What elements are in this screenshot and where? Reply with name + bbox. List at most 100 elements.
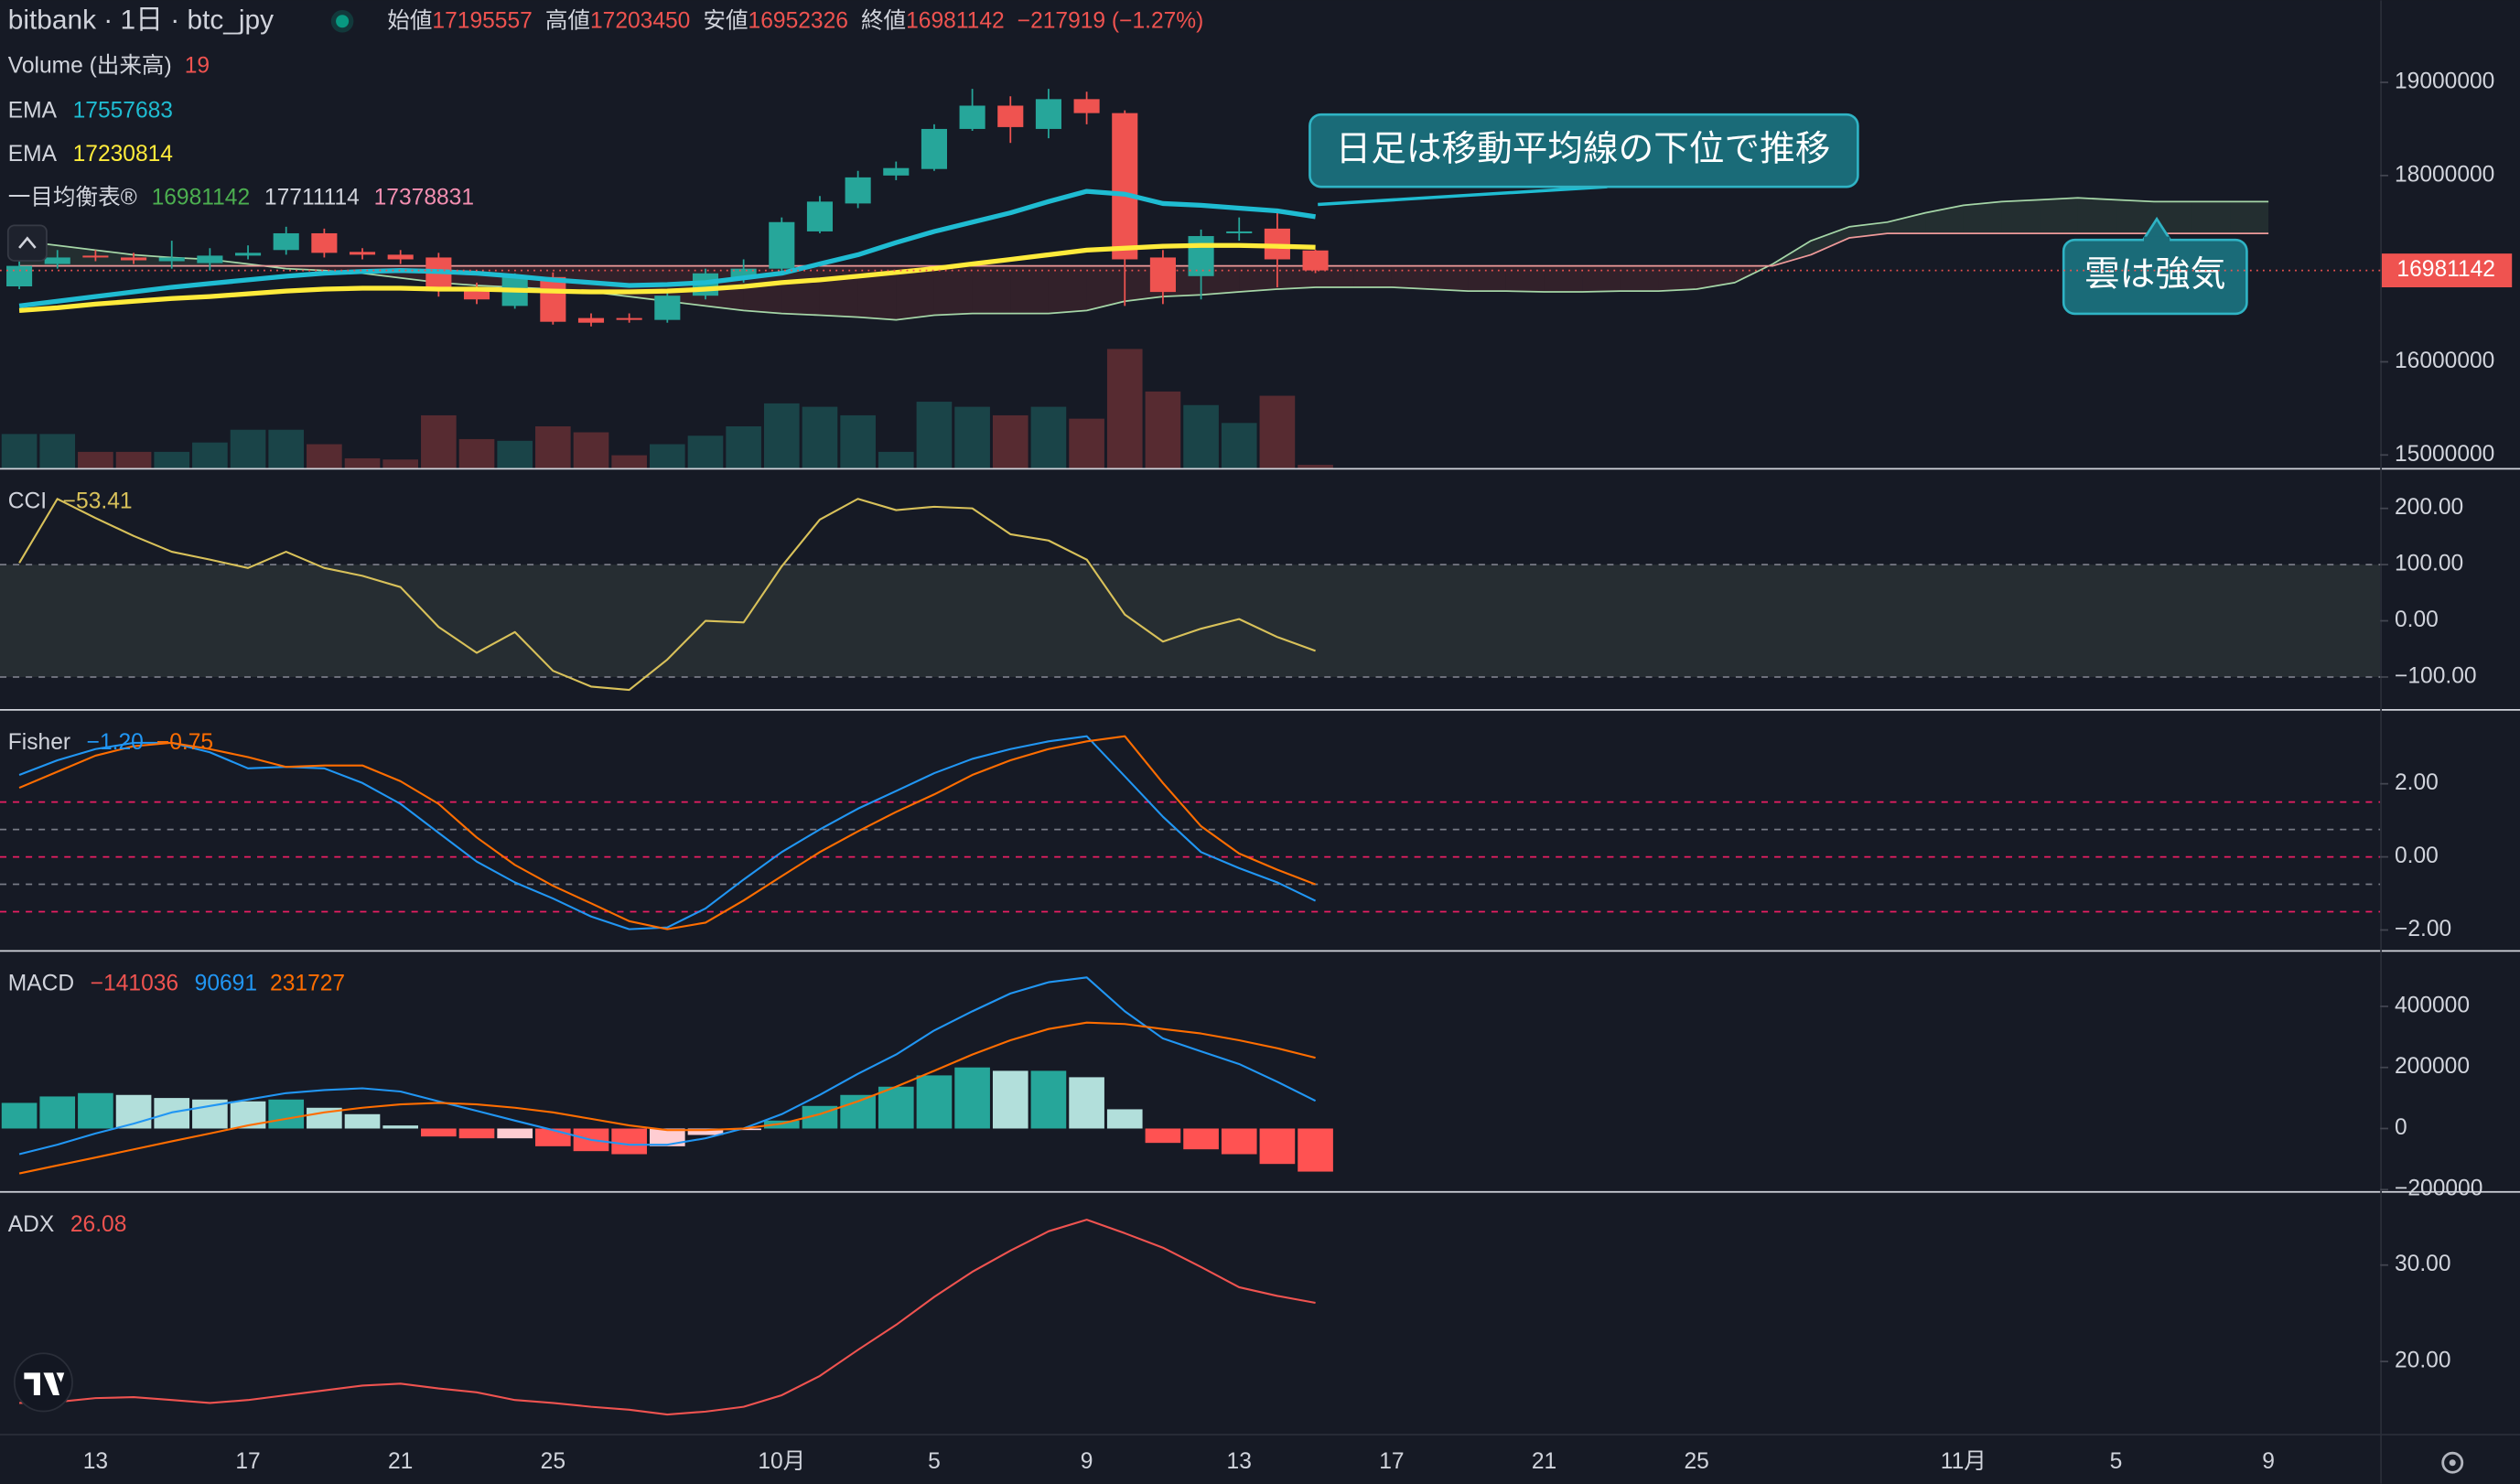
button-frame[interactable]: [6, 224, 48, 262]
cloud-fill: [1505, 265, 1545, 293]
legend-name: Volume (出来高): [8, 52, 172, 78]
histogram-bar: [268, 1099, 305, 1129]
y-tick-label: 400000: [2395, 993, 2470, 1017]
candle-body: [1112, 113, 1138, 260]
y-tick-label: 15000000: [2395, 442, 2494, 467]
cloud-fill: [2040, 198, 2078, 234]
cloud-fill: [590, 265, 630, 297]
histogram-bar: [649, 1128, 685, 1146]
legend-value: 90691: [195, 971, 257, 995]
ohlc-value: 16981142: [906, 8, 1005, 33]
cloud-fill: [1429, 265, 1469, 292]
ohlc-label: 安値: [703, 7, 748, 33]
legend-row: 始値17195557 高値17203450 安値16952326 終値16981142…: [387, 7, 1203, 33]
x-tick-label: 9: [2262, 1449, 2275, 1474]
legend-value: 17230814: [73, 142, 173, 167]
volume-bar: [1259, 395, 1296, 468]
last-price-label: 16981142: [2396, 257, 2495, 282]
volume-bar: [878, 451, 914, 468]
volume-bar: [535, 426, 571, 468]
candle-body: [616, 317, 642, 320]
x-tick-label: 9: [1081, 1449, 1093, 1474]
series-line: [18, 735, 1316, 930]
histogram-bar: [1259, 1128, 1296, 1165]
histogram-bar: [954, 1067, 990, 1129]
legend-row: MACD −141036 90691 231727: [8, 971, 345, 995]
cloud-fill: [2001, 199, 2041, 234]
legend-name: CCI: [8, 489, 47, 513]
legend-name: EMA: [8, 142, 58, 167]
histogram-bar: [1221, 1128, 1257, 1155]
series-line: [18, 197, 2269, 321]
candle-body: [1073, 99, 1100, 113]
ohlc-label: 終値: [861, 7, 906, 33]
callout-joint: [2144, 236, 2170, 243]
ohlc-value: 17195557: [432, 8, 532, 33]
ohlc-value: 17203450: [590, 8, 690, 33]
candle-body: [1149, 257, 1176, 293]
y-tick-label: −100.00: [2395, 663, 2477, 688]
legend-value: 19: [185, 53, 210, 78]
y-tick-label: 20.00: [2395, 1349, 2451, 1373]
volume-bar: [458, 438, 495, 468]
cloud-fill: [1048, 265, 1087, 314]
cloud-fill: [1086, 265, 1125, 311]
y-tick-label: −200000: [2395, 1177, 2482, 1201]
legend-row: Volume (出来高) 19: [8, 52, 210, 78]
cloud-fill: [1276, 265, 1316, 290]
volume-bar: [649, 444, 685, 468]
callout-box[interactable]: [1308, 113, 1859, 188]
series-line: [19, 1219, 1316, 1416]
volume-bar: [268, 429, 305, 468]
cloud-fill: [1239, 265, 1277, 293]
collapse-button[interactable]: [6, 224, 48, 262]
candle-body: [921, 128, 947, 169]
candle-body: [273, 232, 299, 251]
histogram-bar: [421, 1128, 457, 1137]
legend-row: CCI −53.41: [8, 489, 133, 513]
tradingview-logo[interactable]: [13, 1352, 73, 1413]
histogram-bar: [1145, 1128, 1181, 1144]
x-tick-label: 25: [1685, 1449, 1709, 1474]
legend-row: EMA 17230814: [8, 142, 173, 167]
legend-row: Fisher −1.20 −0.75: [8, 729, 213, 754]
volume-bar: [497, 440, 533, 468]
y-tick-label: 200000: [2395, 1054, 2470, 1079]
fisher-pane: [0, 735, 2381, 930]
histogram-bar: [497, 1128, 533, 1139]
volume-bar: [382, 459, 419, 468]
candle-body: [82, 255, 109, 258]
legend-row: 一目均衡表® 16981142 17711114 17378831: [8, 184, 474, 210]
candle-body: [577, 317, 605, 323]
cloud-fill: [972, 265, 1011, 314]
legend-value: 17711114: [264, 185, 360, 210]
x-tick-label: 11月: [1941, 1449, 1987, 1474]
histogram-bar: [39, 1096, 76, 1129]
histogram-bar: [992, 1070, 1028, 1129]
candle-body: [6, 265, 33, 287]
cloud-fill: [1010, 265, 1049, 314]
change-value: −217919 (−1.27%): [1018, 8, 1204, 33]
trend-line[interactable]: [1318, 185, 1608, 207]
volume-bar: [1106, 349, 1143, 468]
cloud-fill: [1811, 226, 1849, 255]
histogram-bar: [840, 1094, 876, 1129]
cloud-fill: [1353, 265, 1392, 288]
last-price-tag: [2381, 253, 2513, 288]
volume-bar: [192, 442, 228, 468]
candle-body: [349, 252, 376, 255]
histogram-bar: [1030, 1070, 1067, 1129]
volume-bar: [954, 406, 990, 468]
cloud-fill: [1315, 265, 1354, 288]
band-fill: [0, 565, 2381, 677]
y-tick-label: 0: [2395, 1115, 2407, 1140]
chevron-icon: [18, 236, 37, 249]
volume-bar: [763, 403, 800, 468]
symbol-title: bitbank · 1日 · btc_jpy: [8, 5, 274, 35]
histogram-bar: [344, 1113, 381, 1129]
x-tick-label: 21: [388, 1449, 413, 1474]
cloud-fill: [1963, 201, 2002, 234]
legend-value: 17378831: [374, 185, 474, 210]
settings-button[interactable]: [2441, 1451, 2464, 1474]
